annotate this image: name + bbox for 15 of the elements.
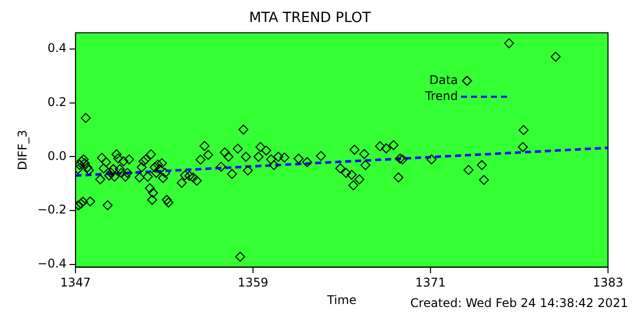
x-axis-title: Time	[326, 292, 356, 307]
x-tick-label: 1371	[415, 276, 446, 290]
x-tick-label: 1347	[60, 276, 91, 290]
y-tick-label: 0.2	[47, 94, 67, 109]
y-axis-title: DIFF_3	[15, 130, 30, 170]
legend-label: Trend	[424, 88, 458, 103]
text: Created: Wed Feb 24 14:38:42 2021	[410, 296, 628, 310]
x-tick-label: 1383	[592, 276, 624, 290]
y-tick-label: 0.0	[47, 148, 67, 163]
x-tick-label: 1359	[238, 276, 268, 290]
y-tick-label: −0.2	[37, 202, 67, 217]
legend-label: Data	[429, 72, 458, 87]
y-tick-label: −0.4	[37, 256, 67, 271]
y-tick-label: 0.4	[47, 41, 67, 56]
chart-title: MTA TREND PLOT	[249, 10, 372, 26]
